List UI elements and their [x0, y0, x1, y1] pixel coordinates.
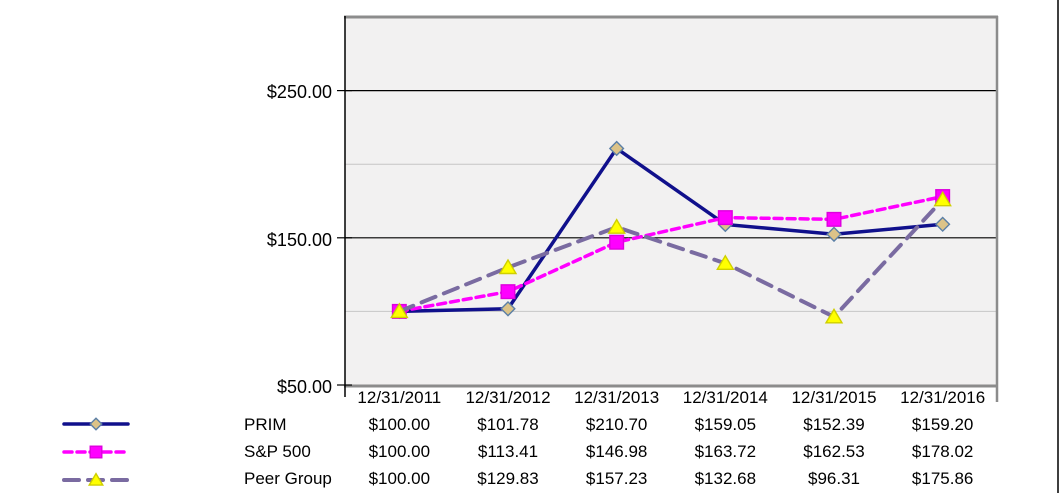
- y-axis-tick-label: $50.00: [276, 377, 332, 397]
- table-row-label-sp500: S&P 500: [244, 442, 311, 461]
- marker-triangle-peer-group-0: [390, 302, 409, 319]
- marker-triangle-peer-group-2: [607, 218, 626, 234]
- marker-diamond-prim-legend: [89, 417, 103, 431]
- table-cell: $162.53: [803, 442, 865, 461]
- table-cell: $152.39: [803, 415, 865, 434]
- table-row-sp500: $100.00 $113.41 $146.98 $163.72 $162.53 …: [345, 441, 997, 463]
- table-cell: $175.86: [911, 469, 974, 488]
- marker-triangle-peer-group-3: [716, 254, 735, 270]
- x-axis-label: 12/31/2013: [574, 388, 660, 407]
- marker-diamond-prim-2: [608, 140, 625, 157]
- table-cell: $146.98: [585, 442, 648, 461]
- marker-diamond-prim-5: [934, 216, 951, 233]
- table-row-prim: $100.00 $101.78 $210.70 $159.05 $152.39 …: [345, 414, 997, 436]
- marker-square-s-p-500-legend: [89, 445, 103, 459]
- table-cell: $100.00: [368, 442, 431, 461]
- y-axis-tick-label: $250.00: [266, 82, 332, 102]
- marker-triangle-peer-group-1: [498, 258, 518, 275]
- marker-triangle-peer-group-5: [933, 190, 952, 207]
- table-cell: $113.41: [477, 442, 539, 461]
- marker-square-s-p-500-1: [500, 284, 516, 300]
- table-row-peer-group: $100.00 $129.83 $157.23 $132.68 $96.31 $…: [345, 468, 997, 490]
- table-cell: $178.02: [911, 442, 974, 461]
- x-axis-label: 12/31/2016: [900, 388, 986, 407]
- marker-square-s-p-500-4: [826, 211, 842, 227]
- table-row-label-peer-group: Peer Group: [244, 469, 332, 488]
- x-axis-label: 12/31/2014: [682, 388, 768, 407]
- marker-triangle-peer-group-4: [824, 307, 844, 324]
- table-cell: $132.68: [694, 469, 757, 488]
- x-axis-labels-row: 12/31/2011 12/31/2012 12/31/2013 12/31/2…: [345, 387, 997, 409]
- series-line-prim: [397, 145, 945, 314]
- table-row-label-prim: PRIM: [244, 415, 287, 434]
- x-axis-label: 12/31/2015: [791, 388, 877, 407]
- table-cell: $100.00: [368, 415, 431, 434]
- table-cell: $159.20: [911, 415, 974, 434]
- table-cell: $129.83: [477, 469, 539, 488]
- y-axis-tick-label: $150.00: [266, 230, 332, 250]
- series-line-s-p-500: [397, 194, 945, 314]
- table-cell: $157.23: [585, 469, 648, 488]
- table-cell: $100.00: [368, 469, 431, 488]
- table-cell: $96.31: [807, 469, 860, 488]
- table-cell: $210.70: [585, 415, 648, 434]
- table-cell: $163.72: [694, 442, 757, 461]
- marker-square-s-p-500-3: [717, 210, 733, 226]
- plot-area-background: [345, 17, 997, 385]
- marker-diamond-prim-1: [500, 300, 516, 317]
- marker-square-s-p-500-2: [609, 234, 625, 250]
- table-cell: $159.05: [694, 415, 757, 434]
- x-axis-label: 12/31/2012: [465, 388, 551, 407]
- series-line-peer-group: [397, 197, 945, 320]
- marker-triangle-peer-group-legend: [87, 472, 105, 486]
- x-axis-label: 12/31/2011: [357, 388, 442, 407]
- marker-diamond-prim-4: [826, 226, 842, 243]
- table-cell: $101.78: [477, 415, 539, 434]
